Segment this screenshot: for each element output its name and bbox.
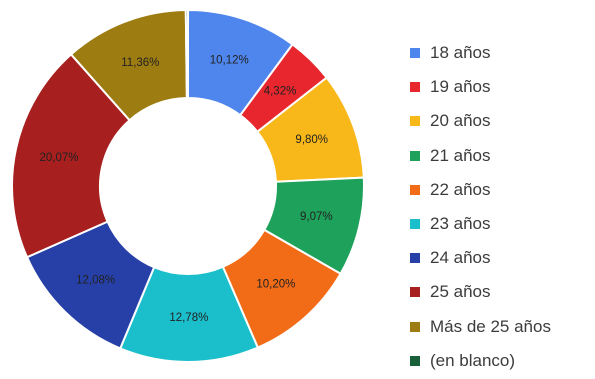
legend-item: 25 años	[410, 275, 551, 309]
slice-label-1: 10,12%	[210, 55, 249, 67]
legend-item: 21 años	[410, 139, 551, 173]
legend-item: Más de 25 años	[410, 310, 551, 344]
legend-swatch	[410, 48, 420, 59]
donut-chart: 10,12% 4,32% 9,80% 9,07% 10,20% 12,78% 12,08% 2…	[11, 8, 365, 363]
slice-label-7: 12,08%	[76, 274, 115, 286]
legend-label: 22 años	[430, 179, 491, 199]
slice-10	[184, 8, 189, 100]
legend-swatch	[410, 82, 420, 93]
slice-label-4: 9,07%	[300, 211, 333, 223]
legend-swatch	[410, 184, 420, 195]
legend-label: Más de 25 años	[430, 316, 551, 336]
legend-item: 19 años	[410, 70, 551, 104]
legend-item: 18 años	[410, 36, 551, 70]
legend-swatch	[410, 355, 420, 366]
legend-item: 22 años	[410, 173, 551, 207]
legend-swatch	[410, 116, 420, 127]
legend-swatch	[410, 253, 420, 264]
slice-label-6: 12,78%	[169, 312, 208, 324]
slice-labels-group: 10,12% 4,32% 9,80% 9,07% 10,20% 12,78% 12,08% 2…	[40, 55, 333, 324]
legend: 18 años 19 años 20 años 21 años 22 años 23 añ…	[410, 36, 551, 378]
legend-item: 23 años	[410, 207, 551, 241]
slices-group	[11, 8, 365, 363]
slice-label-2: 4,32%	[264, 85, 297, 97]
legend-swatch	[410, 150, 420, 161]
legend-label: 21 años	[430, 145, 491, 165]
slice-label-3: 9,80%	[295, 134, 328, 146]
legend-label: 19 años	[430, 77, 491, 97]
slice-8	[11, 53, 131, 259]
legend-label: 24 años	[430, 248, 491, 268]
legend-item: (en blanco)	[410, 344, 551, 378]
slice-label-5: 10,20%	[256, 279, 295, 291]
legend-item: 20 años	[410, 104, 551, 138]
legend-label: 18 años	[430, 43, 491, 63]
legend-label: 23 años	[430, 214, 491, 234]
legend-item: 24 años	[410, 241, 551, 275]
legend-label: (en blanco)	[430, 350, 516, 370]
legend-swatch	[410, 321, 420, 332]
slice-label-9: 11,36%	[121, 57, 159, 69]
legend-label: 25 años	[430, 282, 491, 302]
slice-label-8: 20,07%	[40, 152, 79, 164]
legend-label: 20 años	[430, 111, 491, 131]
legend-swatch	[410, 219, 420, 230]
legend-swatch	[410, 287, 420, 298]
